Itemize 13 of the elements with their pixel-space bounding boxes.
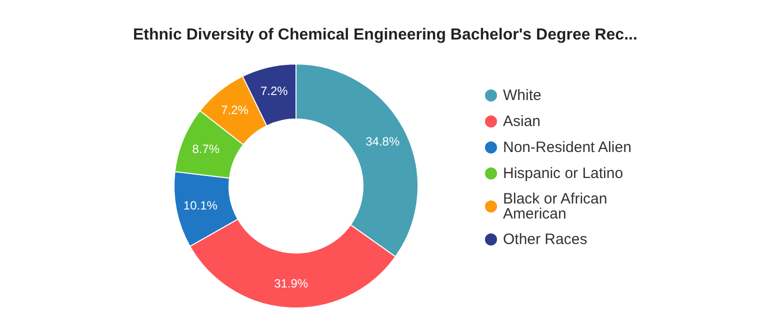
legend-label: Other Races bbox=[503, 231, 588, 248]
data-label: 31.9% bbox=[274, 276, 308, 290]
legend-label: Non-Resident Alien bbox=[503, 139, 632, 156]
data-label: 8.7% bbox=[192, 142, 220, 156]
data-label: 10.1% bbox=[183, 198, 218, 212]
legend-label: Black or African American bbox=[503, 190, 612, 222]
legend-label: White bbox=[503, 87, 542, 104]
legend-label: Asian bbox=[503, 113, 541, 130]
data-label: 34.8% bbox=[366, 134, 400, 148]
chart-title: Ethnic Diversity of Chemical Engineering Bachelor's Degree Rec... bbox=[133, 26, 638, 44]
legend-label: Hispanic or Latino bbox=[503, 165, 624, 182]
data-label: 7.2% bbox=[221, 103, 249, 118]
data-label: 7.2% bbox=[260, 84, 288, 98]
